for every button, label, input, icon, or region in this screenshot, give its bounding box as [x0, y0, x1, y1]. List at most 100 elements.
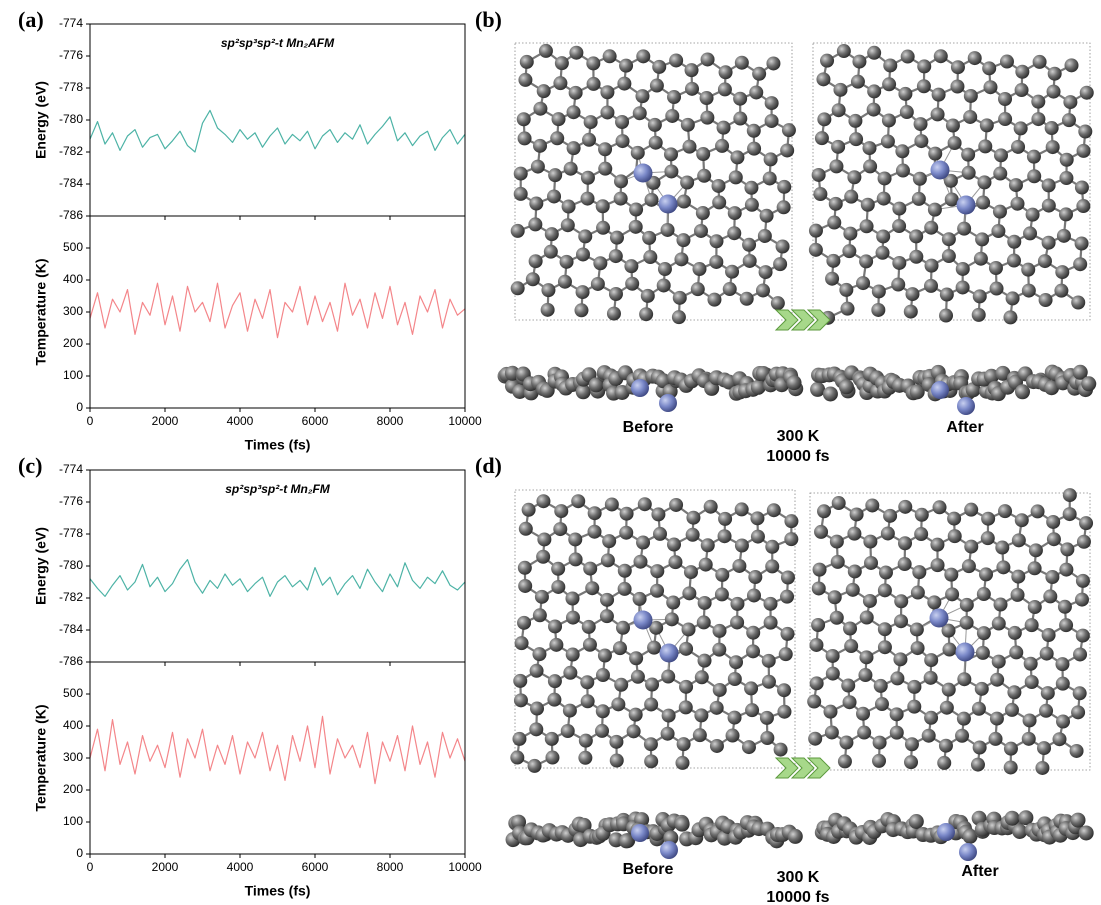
carbon-atom	[1007, 254, 1021, 268]
carbon-atom	[1029, 543, 1043, 557]
carbon-atom	[863, 594, 877, 608]
carbon-atom	[564, 162, 578, 176]
carbon-atom	[662, 709, 676, 723]
x-tick-label: 4000	[227, 860, 254, 874]
carbon-atom	[633, 555, 647, 569]
carbon-atom	[910, 623, 924, 637]
carbon-atom	[1070, 744, 1084, 758]
carbon-atom	[563, 704, 577, 718]
carbon-atom	[581, 694, 595, 708]
carbon-atom	[728, 711, 742, 725]
carbon-atom	[760, 731, 774, 745]
carbon-atom	[519, 522, 533, 536]
carbon-atom	[825, 272, 839, 286]
carbon-atom	[1042, 178, 1056, 192]
carbon-atom	[996, 560, 1010, 574]
carbon-atom	[867, 84, 881, 98]
carbon-atom	[561, 724, 575, 738]
carbon-atom	[1042, 628, 1056, 642]
carbon-atom	[742, 238, 756, 252]
carbon-atom	[701, 52, 715, 66]
carbon-atom	[809, 638, 823, 652]
carbon-atom	[905, 737, 919, 751]
carbon-atom	[1028, 561, 1042, 575]
y-tick-label: -774	[59, 16, 83, 30]
carbon-atom	[829, 159, 843, 173]
carbon-atom	[815, 131, 829, 145]
carbon-atom	[961, 148, 975, 162]
carbon-atom	[878, 171, 892, 185]
carbon-atom	[596, 199, 610, 213]
x-axis-label: Times (fs)	[245, 437, 311, 453]
carbon-atom	[1005, 703, 1019, 717]
chart-title: sp²sp³sp²-t Mn₂AFM	[221, 36, 335, 50]
carbon-atom	[898, 536, 912, 550]
caption: 10000 fs	[766, 889, 829, 905]
carbon-atom	[730, 150, 744, 164]
carbon-atom	[1039, 293, 1053, 307]
carbon-atom	[957, 672, 971, 686]
carbon-atom	[858, 668, 872, 682]
carbon-atom	[852, 55, 866, 69]
x-tick-label: 10000	[448, 414, 482, 428]
y-tick-label: -784	[59, 622, 83, 636]
carbon-atom	[578, 229, 592, 243]
carbon-atom	[962, 166, 976, 180]
carbon-atom	[765, 96, 779, 110]
mn-atom	[930, 609, 949, 628]
carbon-atom	[596, 668, 610, 682]
carbon-atom	[917, 79, 931, 93]
carbon-atom	[533, 139, 547, 153]
x-tick-label: 4000	[227, 414, 254, 428]
carbon-atom	[1027, 169, 1041, 183]
carbon-atom	[746, 626, 760, 640]
y-tick-label: -786	[59, 654, 83, 668]
carbon-atom	[1054, 284, 1068, 298]
carbon-atom	[614, 192, 628, 206]
carbon-atom	[661, 727, 675, 741]
carbon-atom	[833, 83, 847, 97]
caption: After	[946, 419, 983, 436]
carbon-atom	[942, 249, 956, 263]
carbon-atom	[930, 538, 944, 552]
carbon-atom	[645, 678, 659, 692]
carbon-atom	[998, 112, 1012, 126]
carbon-atom	[1075, 237, 1089, 251]
carbon-atom	[582, 620, 596, 634]
carbon-atom	[1071, 705, 1085, 719]
carbon-atom	[636, 536, 650, 550]
carbon-atom	[605, 497, 619, 511]
carbon-atom	[992, 655, 1006, 669]
carbon-atom	[781, 627, 795, 641]
carbon-atom	[674, 252, 688, 266]
carbon-atom	[1046, 140, 1060, 154]
carbon-atom	[993, 167, 1007, 181]
carbon-atom	[1000, 55, 1014, 69]
carbon-atom	[862, 141, 876, 155]
carbon-atom	[942, 683, 956, 697]
carbon-atom	[1063, 95, 1077, 109]
carbon-atom	[760, 209, 774, 223]
carbon-atom	[876, 229, 890, 243]
carbon-atom	[807, 695, 821, 709]
y-tick-label: 200	[63, 336, 83, 350]
carbon-atom	[817, 504, 831, 518]
carbon-atom	[579, 734, 593, 748]
carbon-atom	[830, 611, 844, 625]
carbon-atom	[809, 224, 823, 238]
carbon-atom	[915, 508, 929, 522]
carbon-atom	[735, 502, 749, 516]
carbon-atom	[765, 540, 779, 554]
carbon-atom	[932, 88, 946, 102]
carbon-atom	[684, 565, 698, 579]
carbon-atom	[554, 504, 568, 518]
carbon-atom	[530, 664, 544, 678]
carbon-atom	[898, 87, 912, 101]
carbon-atom	[710, 739, 724, 753]
carbon-atom	[679, 680, 693, 694]
carbon-atom	[1076, 574, 1090, 588]
carbon-atom	[848, 564, 862, 578]
carbon-atom	[957, 222, 971, 236]
carbon-atom	[541, 303, 555, 317]
y-tick-label: -786	[59, 208, 83, 222]
